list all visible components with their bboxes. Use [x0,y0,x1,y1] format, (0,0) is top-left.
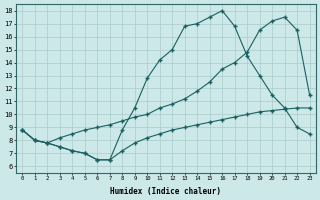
X-axis label: Humidex (Indice chaleur): Humidex (Indice chaleur) [110,187,221,196]
